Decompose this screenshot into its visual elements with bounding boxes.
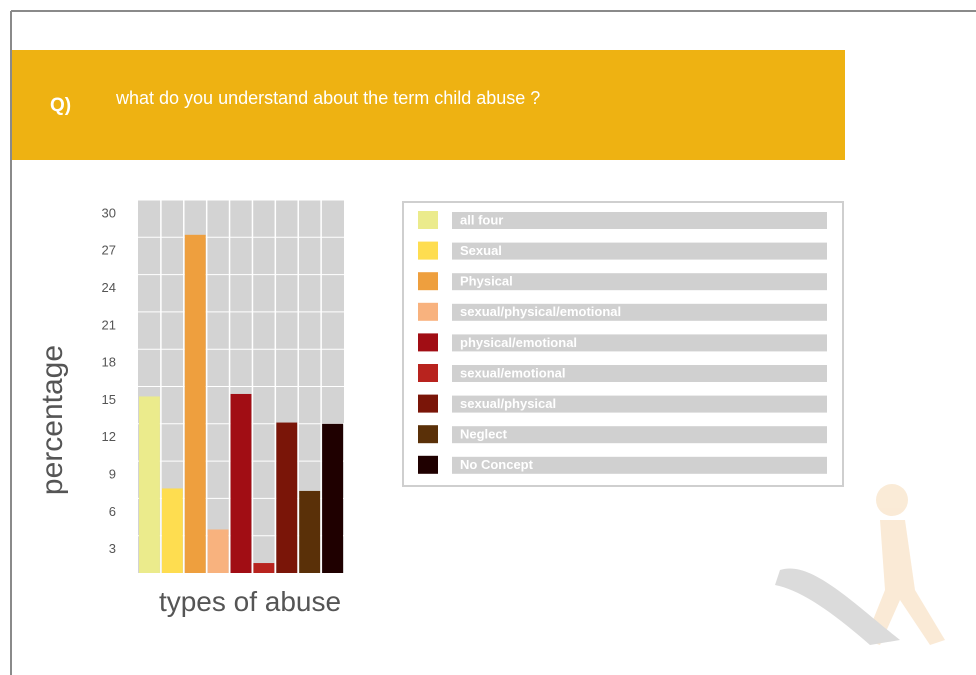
legend-label-bg <box>452 242 827 260</box>
legend-label-bg <box>452 456 827 474</box>
header-bar <box>12 50 845 160</box>
legend-label-bg <box>452 273 827 291</box>
legend-label-bg <box>452 212 827 229</box>
legend-label: Neglect <box>460 427 508 442</box>
question-label: Q) <box>50 95 72 116</box>
y-tick-label: 15 <box>102 392 116 407</box>
bar <box>322 423 343 573</box>
y-tick-label: 30 <box>102 205 116 220</box>
legend-swatch <box>418 241 438 260</box>
y-tick-label: 21 <box>102 317 116 332</box>
bar <box>184 234 206 573</box>
legend-label-bg <box>452 303 827 321</box>
legend-label: sexual/physical <box>460 396 556 411</box>
legend-label: sexual/physical/emotional <box>460 304 621 319</box>
legend-label-bg <box>452 365 827 382</box>
legend-label: No Concept <box>460 457 534 472</box>
x-axis-label: types of abuse <box>159 586 341 617</box>
legend-label-bg <box>452 334 827 352</box>
figure-clipart <box>775 484 945 645</box>
bar <box>276 422 298 573</box>
legend-label: Sexual <box>460 243 502 258</box>
legend-label-bg <box>452 426 827 444</box>
y-tick-label: 18 <box>102 355 116 370</box>
legend-swatch <box>418 272 438 291</box>
bar <box>207 529 229 573</box>
legend-swatch <box>418 455 438 474</box>
bar <box>230 393 252 573</box>
legend-label: all four <box>460 212 503 227</box>
legend-label: physical/emotional <box>460 335 577 350</box>
question-text: what do you understand about the term ch… <box>116 88 541 108</box>
bar <box>253 563 275 573</box>
bar <box>161 488 183 573</box>
legend-swatch <box>418 333 438 352</box>
legend-label-bg <box>452 395 827 413</box>
y-tick-label: 27 <box>102 243 116 258</box>
y-tick-label: 24 <box>102 280 116 295</box>
legend-label: Physical <box>460 274 513 289</box>
y-axis-label: percentage <box>36 345 69 495</box>
legend-swatch <box>418 211 438 229</box>
bar <box>139 396 160 573</box>
y-tick-label: 3 <box>109 541 116 556</box>
bar <box>299 490 321 573</box>
y-tick-label: 12 <box>102 429 116 444</box>
legend-swatch <box>418 364 438 382</box>
legend-swatch <box>418 302 438 321</box>
legend-swatch <box>418 425 438 444</box>
y-tick-label: 9 <box>109 467 116 482</box>
y-tick-label: 6 <box>109 504 116 519</box>
legend-swatch <box>418 394 438 413</box>
legend-label: sexual/emotional <box>460 365 565 380</box>
